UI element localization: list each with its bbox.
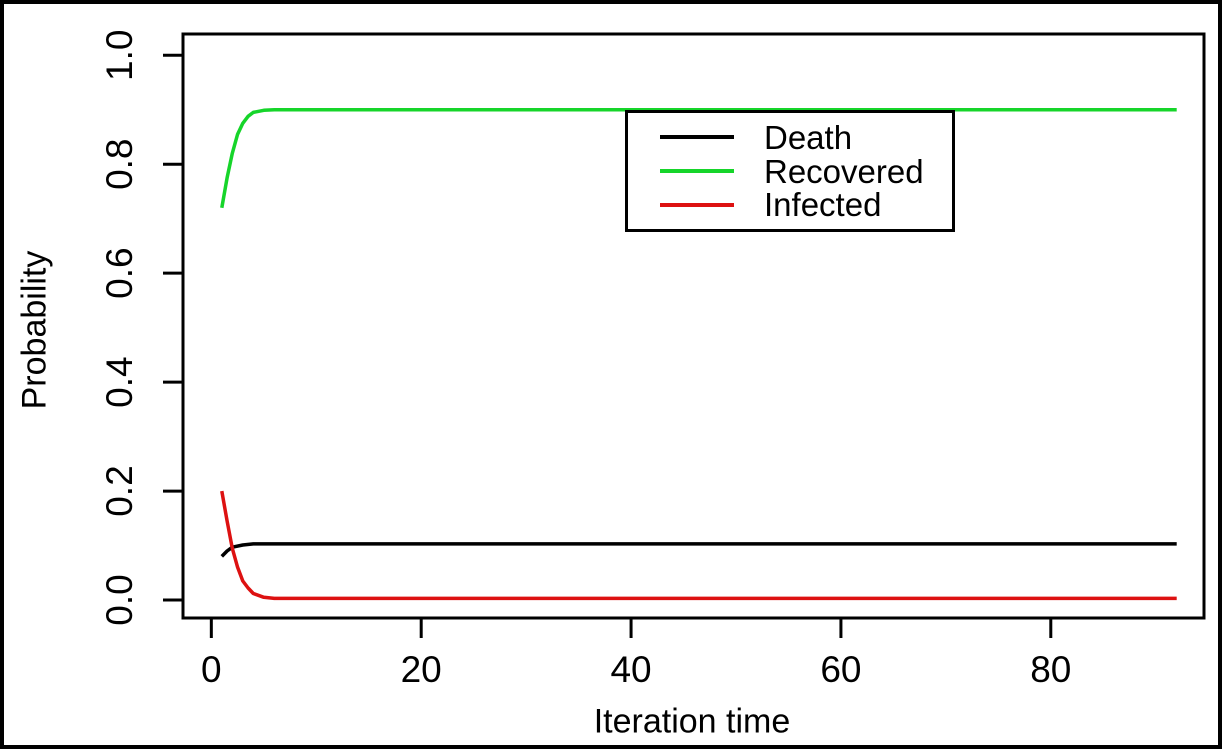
chart-canvas: 0 20 40 60 80 0.0 0.2 0.4 0.6 0.8 1.0 [99,30,1206,690]
y-tick-label: 0.4 [99,356,140,407]
x-tick-label: 60 [820,649,861,690]
y-tick-label: 1.0 [99,30,140,81]
y-axis-title: Probability [15,250,54,410]
x-tick-label: 40 [610,649,651,690]
y-tick-label: 0.8 [99,138,140,189]
y-tick-label: 0.2 [99,465,140,516]
legend-label-recovered: Recovered [764,152,924,190]
legend-line-swatch-infected [660,202,734,207]
legend-label-death: Death [764,118,853,156]
x-axis-title: Iteration time [593,702,791,741]
y-tick-label: 0.6 [99,247,140,298]
y-tick-label: 0.0 [99,574,140,625]
series-line-death [220,542,1177,558]
series-line-recovered [220,107,1177,209]
legend-item-death: Death [628,118,952,156]
plot-border [181,32,1206,620]
legend-item-recovered: Recovered [628,152,952,190]
x-tick-label: 0 [201,649,222,690]
series-line-infected [220,490,1177,601]
x-tick-label: 20 [401,649,442,690]
legend-label-infected: Infected [764,186,882,224]
legend-line-swatch-recovered [660,169,734,173]
legend-item-infected: Infected [628,186,952,224]
x-tick-label: 80 [1030,649,1071,690]
legend: Death Recovered Infected [625,110,955,232]
legend-line-swatch-death [660,135,734,140]
